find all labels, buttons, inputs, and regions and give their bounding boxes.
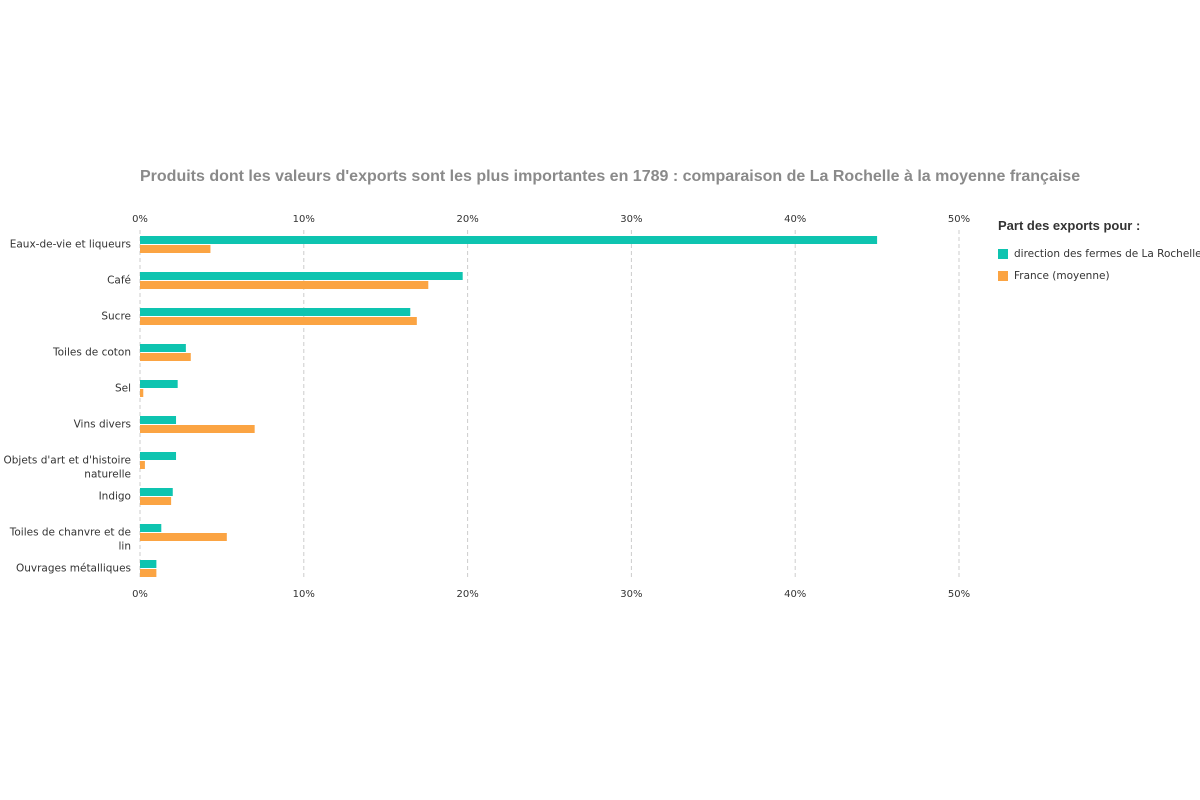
legend-label-france: France (moyenne) bbox=[1014, 270, 1110, 282]
bar-la-rochelle[interactable] bbox=[140, 524, 162, 532]
x-tick-label-top: 50% bbox=[948, 214, 970, 225]
x-tick-label-bottom: 10% bbox=[293, 589, 315, 600]
x-tick-label-bottom: 20% bbox=[456, 589, 478, 600]
x-tick-label-top: 10% bbox=[293, 214, 315, 225]
bar-la-rochelle[interactable] bbox=[140, 488, 173, 496]
x-tick-label-bottom: 40% bbox=[784, 589, 806, 600]
bar-france[interactable] bbox=[140, 281, 429, 289]
category-label: Indigo bbox=[99, 491, 131, 503]
category-label: Objets d'art et d'histoire naturelle bbox=[3, 455, 131, 481]
bar-france[interactable] bbox=[140, 425, 255, 433]
category-label: Eaux-de-vie et liqueurs bbox=[10, 239, 131, 251]
bar-france[interactable] bbox=[140, 245, 211, 253]
legend-title: Part des exports pour : bbox=[998, 218, 1141, 233]
category-label: Sel bbox=[115, 383, 131, 395]
x-tick-label-top: 0% bbox=[132, 214, 148, 225]
bar-la-rochelle[interactable] bbox=[140, 272, 463, 280]
bar-la-rochelle[interactable] bbox=[140, 452, 177, 460]
bar-france[interactable] bbox=[140, 461, 145, 469]
x-tick-label-bottom: 0% bbox=[132, 589, 148, 600]
chart-title: Produits dont les valeurs d'exports sont… bbox=[140, 168, 1081, 185]
x-axis-bottom: 0% 10% 20% 30% 40% 50% bbox=[132, 589, 970, 600]
y-axis-categories: Eaux-de-vie et liqueurs Café Sucre Toiles d… bbox=[3, 239, 131, 575]
x-tick-label-bottom: 50% bbox=[948, 589, 970, 600]
category-label: Sucre bbox=[101, 311, 131, 323]
bar-france[interactable] bbox=[140, 569, 157, 577]
bar-la-rochelle[interactable] bbox=[140, 416, 177, 424]
bar-france[interactable] bbox=[140, 497, 172, 505]
category-label: Toiles de coton bbox=[52, 347, 131, 359]
x-tick-label-top: 20% bbox=[456, 214, 478, 225]
bar-france[interactable] bbox=[140, 353, 191, 361]
legend-swatch-la-rochelle bbox=[998, 249, 1008, 259]
legend-item-la-rochelle[interactable]: direction des fermes de La Rochelle bbox=[998, 243, 1200, 265]
x-tick-label-bottom: 30% bbox=[620, 589, 642, 600]
category-label: Ouvrages métalliques bbox=[16, 563, 131, 575]
x-tick-label-top: 40% bbox=[784, 214, 806, 225]
bar-france[interactable] bbox=[140, 317, 417, 325]
bars bbox=[140, 236, 878, 577]
category-label: Vins divers bbox=[74, 419, 131, 431]
bar-france[interactable] bbox=[140, 533, 227, 541]
bar-la-rochelle[interactable] bbox=[140, 560, 157, 568]
bar-france[interactable] bbox=[140, 389, 144, 397]
category-label: Toiles de chanvre et de lin bbox=[9, 527, 131, 553]
x-tick-label-top: 30% bbox=[620, 214, 642, 225]
bar-la-rochelle[interactable] bbox=[140, 308, 411, 316]
legend-item-france[interactable]: France (moyenne) bbox=[998, 265, 1198, 287]
bar-la-rochelle[interactable] bbox=[140, 344, 186, 352]
x-axis-top: 0% 10% 20% 30% 40% 50% bbox=[132, 214, 970, 225]
legend: Part des exports pour : direction des fe… bbox=[998, 218, 1200, 287]
category-label: Café bbox=[107, 275, 131, 287]
bar-la-rochelle[interactable] bbox=[140, 380, 178, 388]
legend-swatch-france bbox=[998, 271, 1008, 281]
legend-label-la-rochelle: direction des fermes de La Rochelle bbox=[1014, 248, 1200, 260]
bar-la-rochelle[interactable] bbox=[140, 236, 878, 244]
